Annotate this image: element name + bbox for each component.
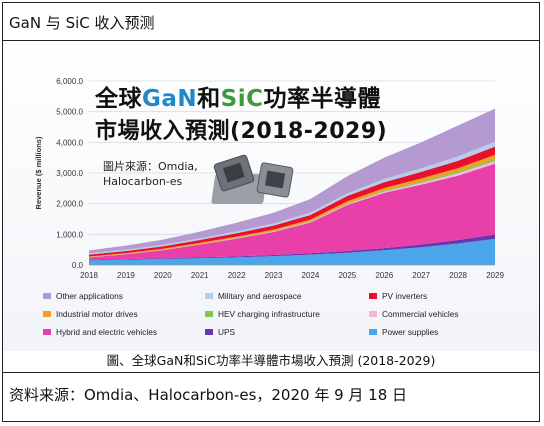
legend-label: Power supplies	[382, 327, 439, 337]
header-row: GaN 与 SiC 收入预测	[3, 3, 539, 41]
y-tick-label: 2,000.0	[56, 200, 83, 209]
source-note: 资料来源：Omdia、Halocarbon-es，2020 年 9 月 18 日	[9, 386, 408, 404]
x-tick-label: 2022	[228, 271, 246, 280]
y-tick-label: 4,000.0	[56, 138, 83, 147]
y-axis-label: Revenue ($ millions)	[34, 136, 43, 209]
legend-swatch	[43, 329, 51, 335]
y-tick-label: 3,000.0	[56, 169, 83, 178]
legend-item: Commercial vehicles	[369, 309, 459, 319]
overlay-title-part: 功率半導體	[263, 86, 381, 112]
x-tick-label: 2020	[154, 271, 172, 280]
page-title: GaN 与 SiC 收入预测	[9, 14, 155, 32]
chip-illustration	[211, 154, 294, 204]
legend-swatch	[205, 311, 213, 317]
legend-label: HEV charging infrastructure	[218, 309, 320, 319]
legend-label: PV inverters	[382, 291, 428, 301]
legend-label: Industrial motor drives	[56, 309, 138, 319]
chip-die-2	[264, 170, 286, 189]
legend-item: Hybrid and electric vehicles	[43, 327, 157, 337]
legend-item: UPS	[205, 327, 235, 337]
legend-item: Power supplies	[369, 327, 438, 337]
legend-swatch	[43, 293, 51, 299]
legend-swatch	[369, 293, 377, 299]
legend-swatch	[205, 329, 213, 335]
x-tick-label: 2029	[486, 271, 504, 280]
legend-swatch	[369, 311, 377, 317]
legend-label: Hybrid and electric vehicles	[56, 327, 157, 337]
y-tick-label: 5,000.0	[56, 108, 83, 117]
x-tick-label: 2019	[117, 271, 135, 280]
overlay-title-gan: GaN	[142, 86, 198, 112]
overlay-title-line1: 全球GaN和SiC功率半導體	[95, 79, 381, 113]
figure-frame: GaN 与 SiC 收入预测 0.0 1,000.0 2,000.0 3,000.0 4…	[2, 2, 540, 422]
legend-item: PV inverters	[369, 291, 427, 301]
figure-caption: 圖、全球GaN和SiC功率半導體市場收入預測 (2018-2029)	[106, 353, 436, 368]
y-tick-label: 0.0	[72, 261, 84, 270]
chip-die-1	[222, 162, 245, 183]
legend-item: Military and aerospace	[205, 291, 301, 301]
legend-item: Other applications	[43, 291, 123, 301]
overlay-title-line2: 市場收入預測(2018-2029)	[95, 119, 388, 144]
legend-label: Military and aerospace	[218, 291, 302, 301]
x-tick-label: 2024	[302, 271, 320, 280]
overlay-title-part: 和	[197, 86, 221, 112]
revenue-area-chart: 0.0 1,000.0 2,000.0 3,000.0 4,000.0 5,000.0 6,…	[3, 41, 539, 351]
x-tick-label: 2026	[375, 271, 393, 280]
figure-area: 0.0 1,000.0 2,000.0 3,000.0 4,000.0 5,000.0 6,…	[3, 41, 539, 373]
x-tick-label: 2028	[449, 271, 467, 280]
x-tick-label: 2025	[338, 271, 356, 280]
image-credit-line2: Halocarbon-es	[103, 175, 183, 188]
legend-item: Industrial motor drives	[43, 309, 138, 319]
overlay-title-sic: SiC	[220, 86, 264, 112]
image-credit-line1: 圖片來源：Omdia,	[103, 160, 198, 173]
x-tick-label: 2021	[191, 271, 209, 280]
legend-item: HEV charging infrastructure	[205, 309, 320, 319]
legend-swatch	[205, 293, 213, 299]
area-ups	[89, 234, 495, 261]
overlay-title-part: 全球	[95, 86, 142, 112]
legend-label: UPS	[218, 327, 236, 337]
area-hybrid-and-electric-vehicles	[89, 163, 495, 260]
legend-swatch	[369, 329, 377, 335]
legend-label: Commercial vehicles	[382, 309, 459, 319]
x-tick-label: 2027	[412, 271, 430, 280]
y-tick-label: 6,000.0	[56, 77, 83, 86]
x-tick-label: 2023	[265, 271, 283, 280]
x-tick-label: 2018	[80, 271, 98, 280]
y-tick-label: 1,000.0	[56, 230, 83, 239]
legend-swatch	[43, 311, 51, 317]
legend-label: Other applications	[56, 291, 123, 301]
image-credit: 圖片來源：Omdia, Halocarbon-es	[103, 159, 198, 189]
area-power-supplies	[89, 238, 495, 265]
